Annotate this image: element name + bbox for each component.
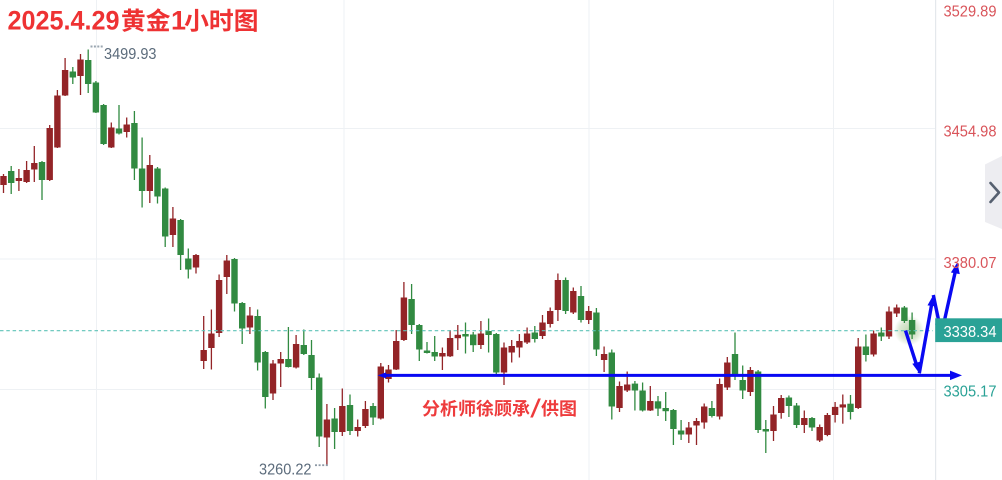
svg-text:3454.98: 3454.98 [944,124,997,141]
svg-text:1: 1 [171,6,186,36]
svg-text:3338.34: 3338.34 [944,324,997,341]
svg-text:3529.89: 3529.89 [944,4,997,21]
svg-text:3380.07: 3380.07 [944,255,997,272]
svg-text:2025.4.29: 2025.4.29 [8,6,120,36]
svg-text:3305.17: 3305.17 [944,384,997,401]
svg-text:3260.22: 3260.22 [259,462,312,479]
svg-text:3499.93: 3499.93 [104,46,157,63]
